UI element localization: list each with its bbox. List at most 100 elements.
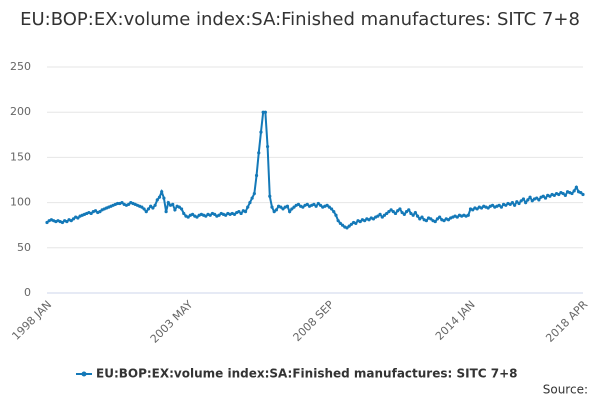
point (393, 211, 398, 216)
point (526, 198, 530, 202)
point (363, 219, 367, 223)
point (570, 191, 574, 196)
point (257, 151, 261, 155)
point (358, 219, 362, 224)
x-tick-label: 2003 MAY (148, 298, 196, 346)
point (259, 130, 263, 134)
y-tick-label: 250 (10, 60, 31, 73)
point (246, 205, 250, 209)
point (60, 220, 65, 225)
legend-label: EU:BOP:EX:volume index:SA:Finished manuf… (96, 367, 518, 381)
point (521, 197, 526, 201)
x-tick-label: 2008 SEP (291, 298, 337, 344)
point (407, 208, 411, 212)
point (263, 110, 267, 114)
point (504, 203, 508, 207)
x-tick-label: 1998 JAN (9, 298, 54, 343)
point (153, 203, 157, 207)
point (149, 204, 153, 208)
point (513, 203, 517, 207)
point (177, 205, 181, 209)
point (435, 217, 440, 221)
point (530, 199, 534, 203)
point (329, 207, 334, 211)
point (557, 192, 561, 197)
point (162, 196, 166, 200)
point (140, 205, 144, 209)
point (327, 205, 331, 209)
point (446, 218, 451, 222)
y-tick-label: 200 (10, 105, 31, 118)
point (318, 203, 323, 207)
point (398, 207, 402, 211)
point (272, 210, 276, 214)
point (354, 221, 358, 225)
point (232, 212, 237, 216)
point (387, 210, 391, 214)
point (288, 210, 292, 214)
point (93, 209, 98, 213)
point (438, 215, 442, 219)
point (552, 193, 556, 197)
point (528, 195, 532, 199)
point (160, 190, 164, 194)
point (404, 210, 409, 214)
point (411, 213, 415, 217)
point (239, 211, 243, 216)
point (325, 203, 329, 207)
point (157, 195, 162, 199)
point (349, 222, 353, 226)
point (543, 196, 548, 200)
point (510, 201, 515, 205)
point (517, 201, 521, 206)
point (442, 219, 446, 223)
point (237, 210, 241, 214)
point (455, 215, 459, 219)
source: Source: (543, 383, 588, 397)
point (179, 207, 184, 211)
point (243, 210, 248, 214)
point (208, 213, 212, 217)
point (429, 217, 433, 221)
point (413, 210, 417, 215)
point (182, 211, 186, 216)
point (316, 201, 320, 206)
point (541, 194, 545, 198)
point (385, 211, 389, 216)
point (290, 207, 294, 211)
point (144, 210, 148, 214)
point (475, 207, 479, 211)
point (301, 205, 305, 209)
point (561, 191, 565, 196)
point (173, 208, 177, 212)
point (195, 215, 199, 219)
point (524, 201, 528, 205)
point (433, 219, 437, 224)
point (314, 204, 318, 208)
point (581, 192, 585, 197)
x-tick-label: 2018 APR (543, 298, 590, 345)
point (572, 189, 576, 193)
point (548, 194, 552, 198)
point (490, 203, 495, 207)
point (367, 218, 371, 222)
point (574, 185, 578, 189)
point (420, 215, 424, 219)
point (248, 201, 252, 205)
point (268, 194, 272, 198)
point (305, 202, 309, 207)
point (519, 199, 523, 203)
point (292, 205, 296, 209)
point (115, 201, 120, 206)
y-tick-label: 50 (17, 241, 31, 254)
point (391, 210, 395, 214)
point (155, 198, 159, 202)
point (371, 217, 376, 221)
point (279, 205, 283, 209)
point (334, 213, 338, 217)
point (285, 204, 290, 208)
point (312, 202, 316, 207)
x-tick-label: 2014 JAN (433, 298, 478, 343)
point (151, 206, 155, 210)
